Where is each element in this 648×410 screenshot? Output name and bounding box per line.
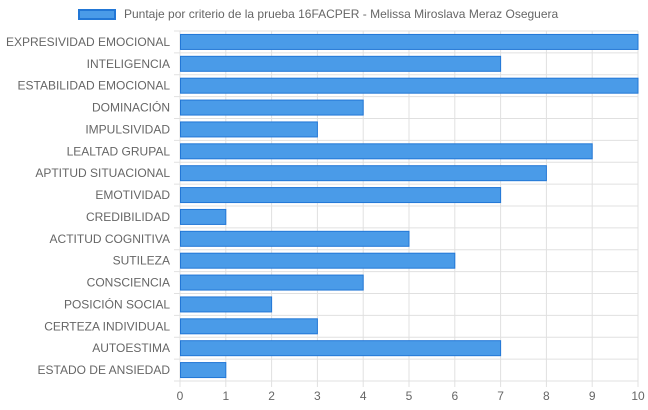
y-category-label: SUTILEZA [113, 254, 170, 268]
bar[interactable] [180, 187, 502, 204]
y-category-label: CERTEZA INDIVIDUAL [44, 319, 170, 333]
bar[interactable] [180, 55, 502, 72]
bar[interactable] [180, 340, 502, 357]
y-category-label: IMPULSIVIDAD [85, 122, 170, 136]
chart-legend[interactable]: Puntaje por criterio de la prueba 16FACP… [0, 6, 648, 26]
bar[interactable] [180, 230, 410, 247]
y-category-label: APTITUD SITUACIONAL [35, 166, 170, 180]
bar[interactable] [180, 318, 318, 335]
x-tick-label: 0 [177, 389, 184, 403]
y-category-label: CREDIBILIDAD [86, 210, 170, 224]
y-category-label: ESTABILIDAD EMOCIONAL [18, 79, 171, 93]
y-category-label: INTELIGENCIA [87, 57, 170, 71]
bar[interactable] [180, 33, 639, 50]
y-category-label: AUTOESTIMA [92, 341, 170, 355]
x-tick-label: 1 [222, 389, 229, 403]
bar[interactable] [180, 165, 547, 182]
y-category-label: LEALTAD GRUPAL [67, 144, 171, 158]
x-tick-label: 2 [268, 389, 275, 403]
legend-label: Puntaje por criterio de la prueba 16FACP… [124, 7, 559, 21]
x-tick-label: 4 [360, 389, 367, 403]
bar[interactable] [180, 362, 227, 379]
bar[interactable] [180, 77, 639, 94]
y-category-label: ACTITUD COGNITIVA [50, 232, 170, 246]
y-category-label: EMOTIVIDAD [95, 188, 170, 202]
y-category-label: DOMINACIÓN [92, 100, 170, 115]
bar[interactable] [180, 208, 227, 225]
y-category-label: CONSCIENCIA [87, 276, 170, 290]
y-category-label: ESTADO DE ANSIEDAD [38, 363, 171, 377]
y-category-label: EXPRESIVIDAD EMOCIONAL [6, 35, 170, 49]
bar[interactable] [180, 121, 318, 138]
bar[interactable] [180, 143, 593, 160]
bar[interactable] [180, 99, 364, 116]
x-tick-label: 7 [497, 389, 504, 403]
legend-swatch [78, 9, 116, 20]
x-tick-label: 10 [631, 389, 645, 403]
x-tick-label: 3 [314, 389, 321, 403]
bar[interactable] [180, 252, 456, 269]
x-tick-label: 8 [543, 389, 550, 403]
bar[interactable] [180, 296, 273, 313]
x-tick-label: 5 [406, 389, 413, 403]
x-tick-label: 6 [451, 389, 458, 403]
x-tick-label: 9 [589, 389, 596, 403]
y-category-label: POSICIÓN SOCIAL [64, 296, 170, 311]
bar[interactable] [180, 274, 364, 291]
